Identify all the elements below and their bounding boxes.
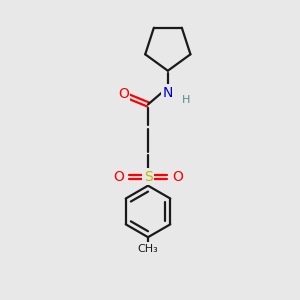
Text: H: H [182,95,190,106]
Text: O: O [118,86,129,100]
Text: O: O [113,170,124,184]
Text: S: S [144,170,152,184]
Text: CH₃: CH₃ [138,244,158,254]
Text: N: N [163,85,173,100]
Text: O: O [172,170,183,184]
